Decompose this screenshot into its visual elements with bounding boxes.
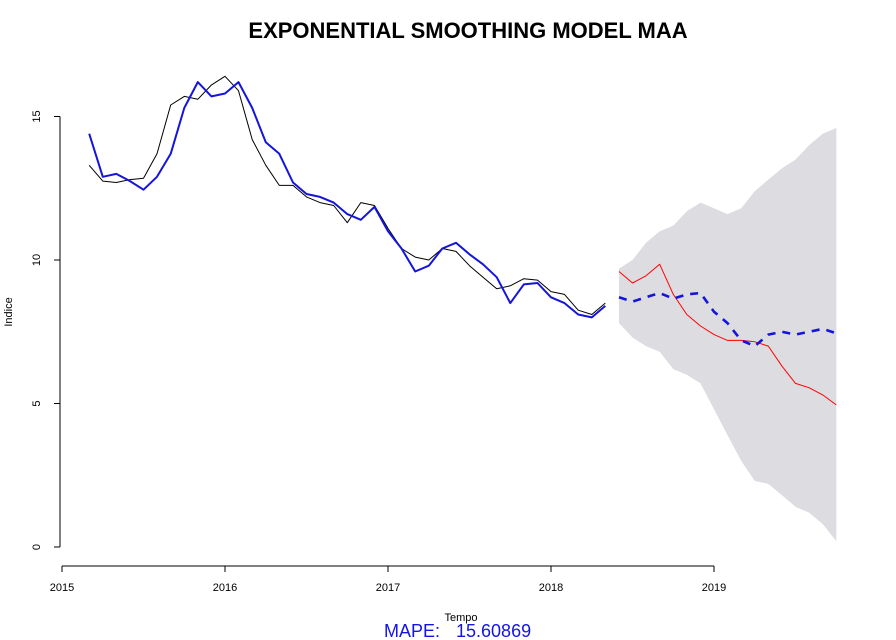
x-tick-label: 2015: [50, 582, 74, 594]
x-tick-label: 2017: [376, 582, 400, 594]
mape-value: 15.60869: [456, 621, 531, 640]
test-actual-series-line: [618, 263, 837, 406]
x-axis: 2015 2016 2017 2018 2019: [50, 565, 726, 594]
y-axis-label: Indice: [3, 297, 15, 326]
x-axis-label: Tempo: [444, 612, 477, 624]
x-tick-label: 2016: [213, 582, 237, 594]
y-tick-label: 15: [31, 110, 43, 122]
x-ticks: 2015 2016 2017 2018 2019: [50, 566, 726, 594]
y-axis: 0 5 10 15: [31, 110, 61, 550]
x-tick-label: 2018: [539, 582, 563, 594]
mape-annotation: MAPE: 15.60869: [384, 621, 531, 640]
y-tick-label: 0: [31, 544, 43, 550]
actual-series-line: [88, 75, 606, 315]
y-tick-label: 10: [31, 254, 43, 266]
x-tick-label: 2019: [702, 582, 726, 594]
y-ticks: 0 5 10 15: [31, 110, 60, 550]
prediction-interval-band: [619, 128, 837, 542]
y-tick-label: 5: [31, 400, 43, 406]
fitted-series-line: [88, 81, 606, 319]
mape-label: MAPE:: [384, 621, 440, 640]
series-layer: [88, 75, 837, 406]
chart-title: EXPONENTIAL SMOOTHING MODEL MAA: [248, 18, 687, 43]
plot-area: [88, 75, 837, 542]
forecast-series-line: [618, 291, 837, 348]
prediction-interval-layer: [619, 128, 837, 542]
